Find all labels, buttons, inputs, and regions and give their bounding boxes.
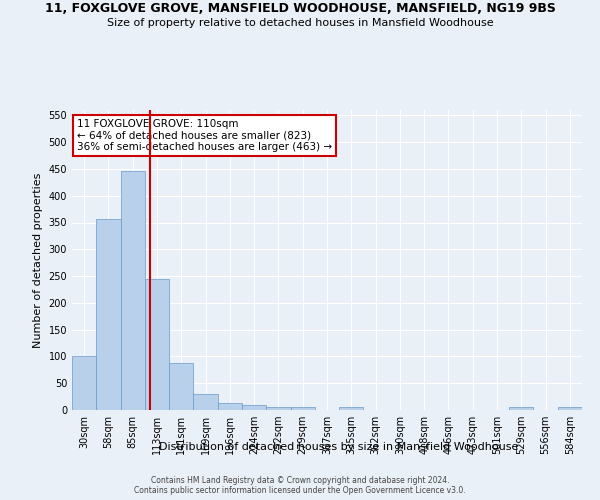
Bar [242, 405, 266, 410]
Text: Size of property relative to detached houses in Mansfield Woodhouse: Size of property relative to detached ho… [107, 18, 493, 28]
Y-axis label: Number of detached properties: Number of detached properties [33, 172, 43, 348]
Bar [266, 408, 290, 410]
Bar [169, 363, 193, 410]
Bar [509, 408, 533, 410]
Bar [193, 394, 218, 410]
Text: Contains HM Land Registry data © Crown copyright and database right 2024.
Contai: Contains HM Land Registry data © Crown c… [134, 476, 466, 495]
Bar [121, 171, 145, 410]
Bar [96, 220, 121, 410]
Text: 11, FOXGLOVE GROVE, MANSFIELD WOODHOUSE, MANSFIELD, NG19 9BS: 11, FOXGLOVE GROVE, MANSFIELD WOODHOUSE,… [44, 2, 556, 16]
Bar [339, 408, 364, 410]
Text: 11 FOXGLOVE GROVE: 110sqm
← 64% of detached houses are smaller (823)
36% of semi: 11 FOXGLOVE GROVE: 110sqm ← 64% of detac… [77, 119, 332, 152]
Bar [558, 408, 582, 410]
Bar [145, 279, 169, 410]
Text: Distribution of detached houses by size in Mansfield Woodhouse: Distribution of detached houses by size … [160, 442, 518, 452]
Bar [72, 356, 96, 410]
Bar [218, 402, 242, 410]
Bar [290, 408, 315, 410]
